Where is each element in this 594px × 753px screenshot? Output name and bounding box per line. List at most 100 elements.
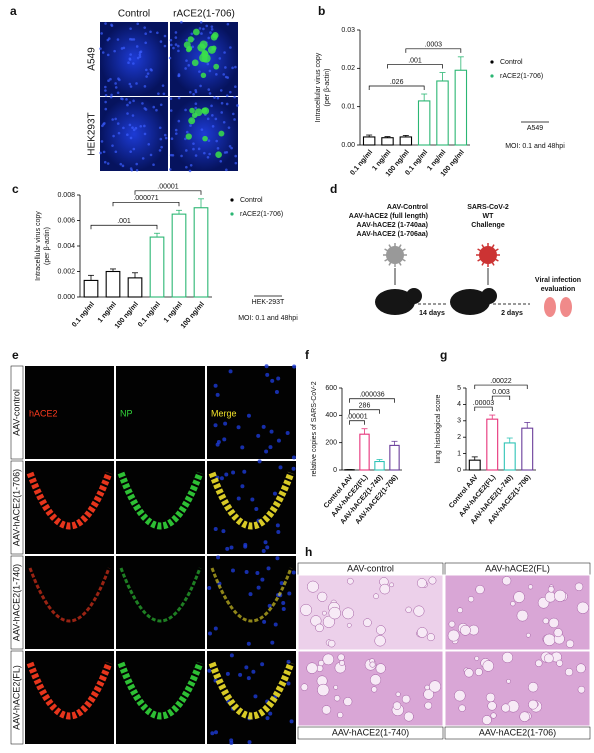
bar — [194, 208, 208, 297]
nucleus — [202, 28, 205, 31]
alveolus — [502, 652, 513, 663]
nucleus — [250, 497, 254, 501]
nucleus — [265, 716, 269, 720]
nucleus — [214, 527, 218, 531]
nucleus — [187, 64, 190, 67]
infected-cell — [195, 108, 203, 116]
nucleus — [178, 120, 181, 123]
nucleus — [147, 143, 150, 146]
nucleus — [145, 108, 148, 111]
alveolus — [317, 684, 329, 696]
alveolus — [376, 626, 385, 635]
alveolus — [307, 663, 318, 674]
bar — [382, 138, 393, 145]
nucleus — [223, 51, 226, 54]
nucleus — [119, 163, 122, 166]
nucleus — [117, 91, 120, 94]
significance-label: .000036 — [359, 392, 384, 399]
nucleus — [191, 32, 194, 35]
nucleus — [152, 163, 155, 166]
legend-label: Control — [500, 59, 523, 66]
row-label: HEK293T — [87, 112, 98, 155]
micrograph — [25, 556, 114, 649]
nucleus — [141, 102, 144, 105]
nucleus — [290, 719, 294, 723]
alveolus — [566, 640, 574, 648]
nucleus — [228, 126, 231, 129]
nucleus — [216, 555, 220, 559]
infected-cell — [187, 46, 192, 51]
nucleus — [147, 72, 150, 75]
legend-marker — [230, 212, 233, 215]
micrograph — [116, 651, 205, 744]
histology — [445, 575, 590, 650]
alveolus — [370, 662, 375, 667]
bar — [128, 278, 142, 297]
infected-cell — [189, 108, 195, 114]
nucleus — [126, 133, 129, 136]
panel-letter: h — [305, 545, 312, 559]
nucleus — [276, 376, 280, 380]
nucleus — [130, 169, 133, 172]
y-tick-label: 5 — [457, 385, 461, 392]
nucleus — [211, 114, 214, 117]
channel-label: hACE2 — [29, 408, 58, 418]
alveolus — [338, 654, 345, 661]
nucleus — [254, 507, 258, 511]
nucleus — [270, 430, 274, 434]
nucleus — [275, 556, 279, 560]
alveolus — [301, 684, 308, 691]
nucleus — [264, 540, 268, 544]
nucleus — [208, 631, 212, 635]
nucleus — [233, 118, 236, 121]
histology — [445, 651, 590, 726]
x-tick-label: 0.1 ng/ml — [71, 301, 96, 329]
nucleus — [220, 476, 224, 480]
nucleus — [192, 142, 195, 145]
interval: 14 days — [419, 310, 445, 317]
nucleus — [144, 85, 147, 88]
nucleus — [215, 73, 218, 76]
significance-label: 286 — [359, 403, 371, 410]
nucleus — [255, 571, 259, 575]
row-label: A549 — [87, 47, 98, 71]
alveolus — [414, 606, 425, 617]
nucleus — [286, 431, 290, 435]
bar — [172, 214, 186, 297]
virus-icon — [386, 246, 404, 264]
alveolus — [448, 630, 459, 641]
nucleus — [265, 364, 269, 368]
nucleus — [207, 88, 210, 91]
alveolus — [376, 664, 386, 674]
alveolus — [514, 592, 525, 603]
nucleus — [129, 53, 132, 56]
nucleus — [177, 45, 180, 48]
nucleus — [136, 22, 139, 25]
alveolus — [520, 712, 530, 722]
nucleus — [233, 96, 236, 99]
nucleus — [207, 37, 210, 40]
alveolus — [556, 660, 562, 666]
nucleus — [281, 601, 285, 605]
infected-cell — [188, 36, 194, 42]
nucleus — [129, 57, 132, 60]
nucleus — [276, 530, 280, 534]
nucleus — [199, 85, 202, 88]
nucleus — [170, 97, 173, 100]
alveolus — [307, 581, 318, 592]
nucleus — [195, 154, 198, 157]
nucleus — [208, 153, 211, 156]
alveolus — [344, 697, 352, 705]
nucleus — [240, 484, 244, 488]
alveolus — [316, 624, 324, 632]
nucleus — [115, 86, 118, 89]
nucleus — [265, 373, 269, 377]
nucleus — [102, 51, 105, 54]
lung — [560, 297, 572, 317]
alveolus — [373, 594, 378, 599]
nucleus — [127, 61, 130, 64]
nucleus — [243, 545, 247, 549]
significance-label: .001 — [408, 57, 422, 64]
nucleus — [214, 730, 218, 734]
nucleus — [164, 134, 167, 137]
